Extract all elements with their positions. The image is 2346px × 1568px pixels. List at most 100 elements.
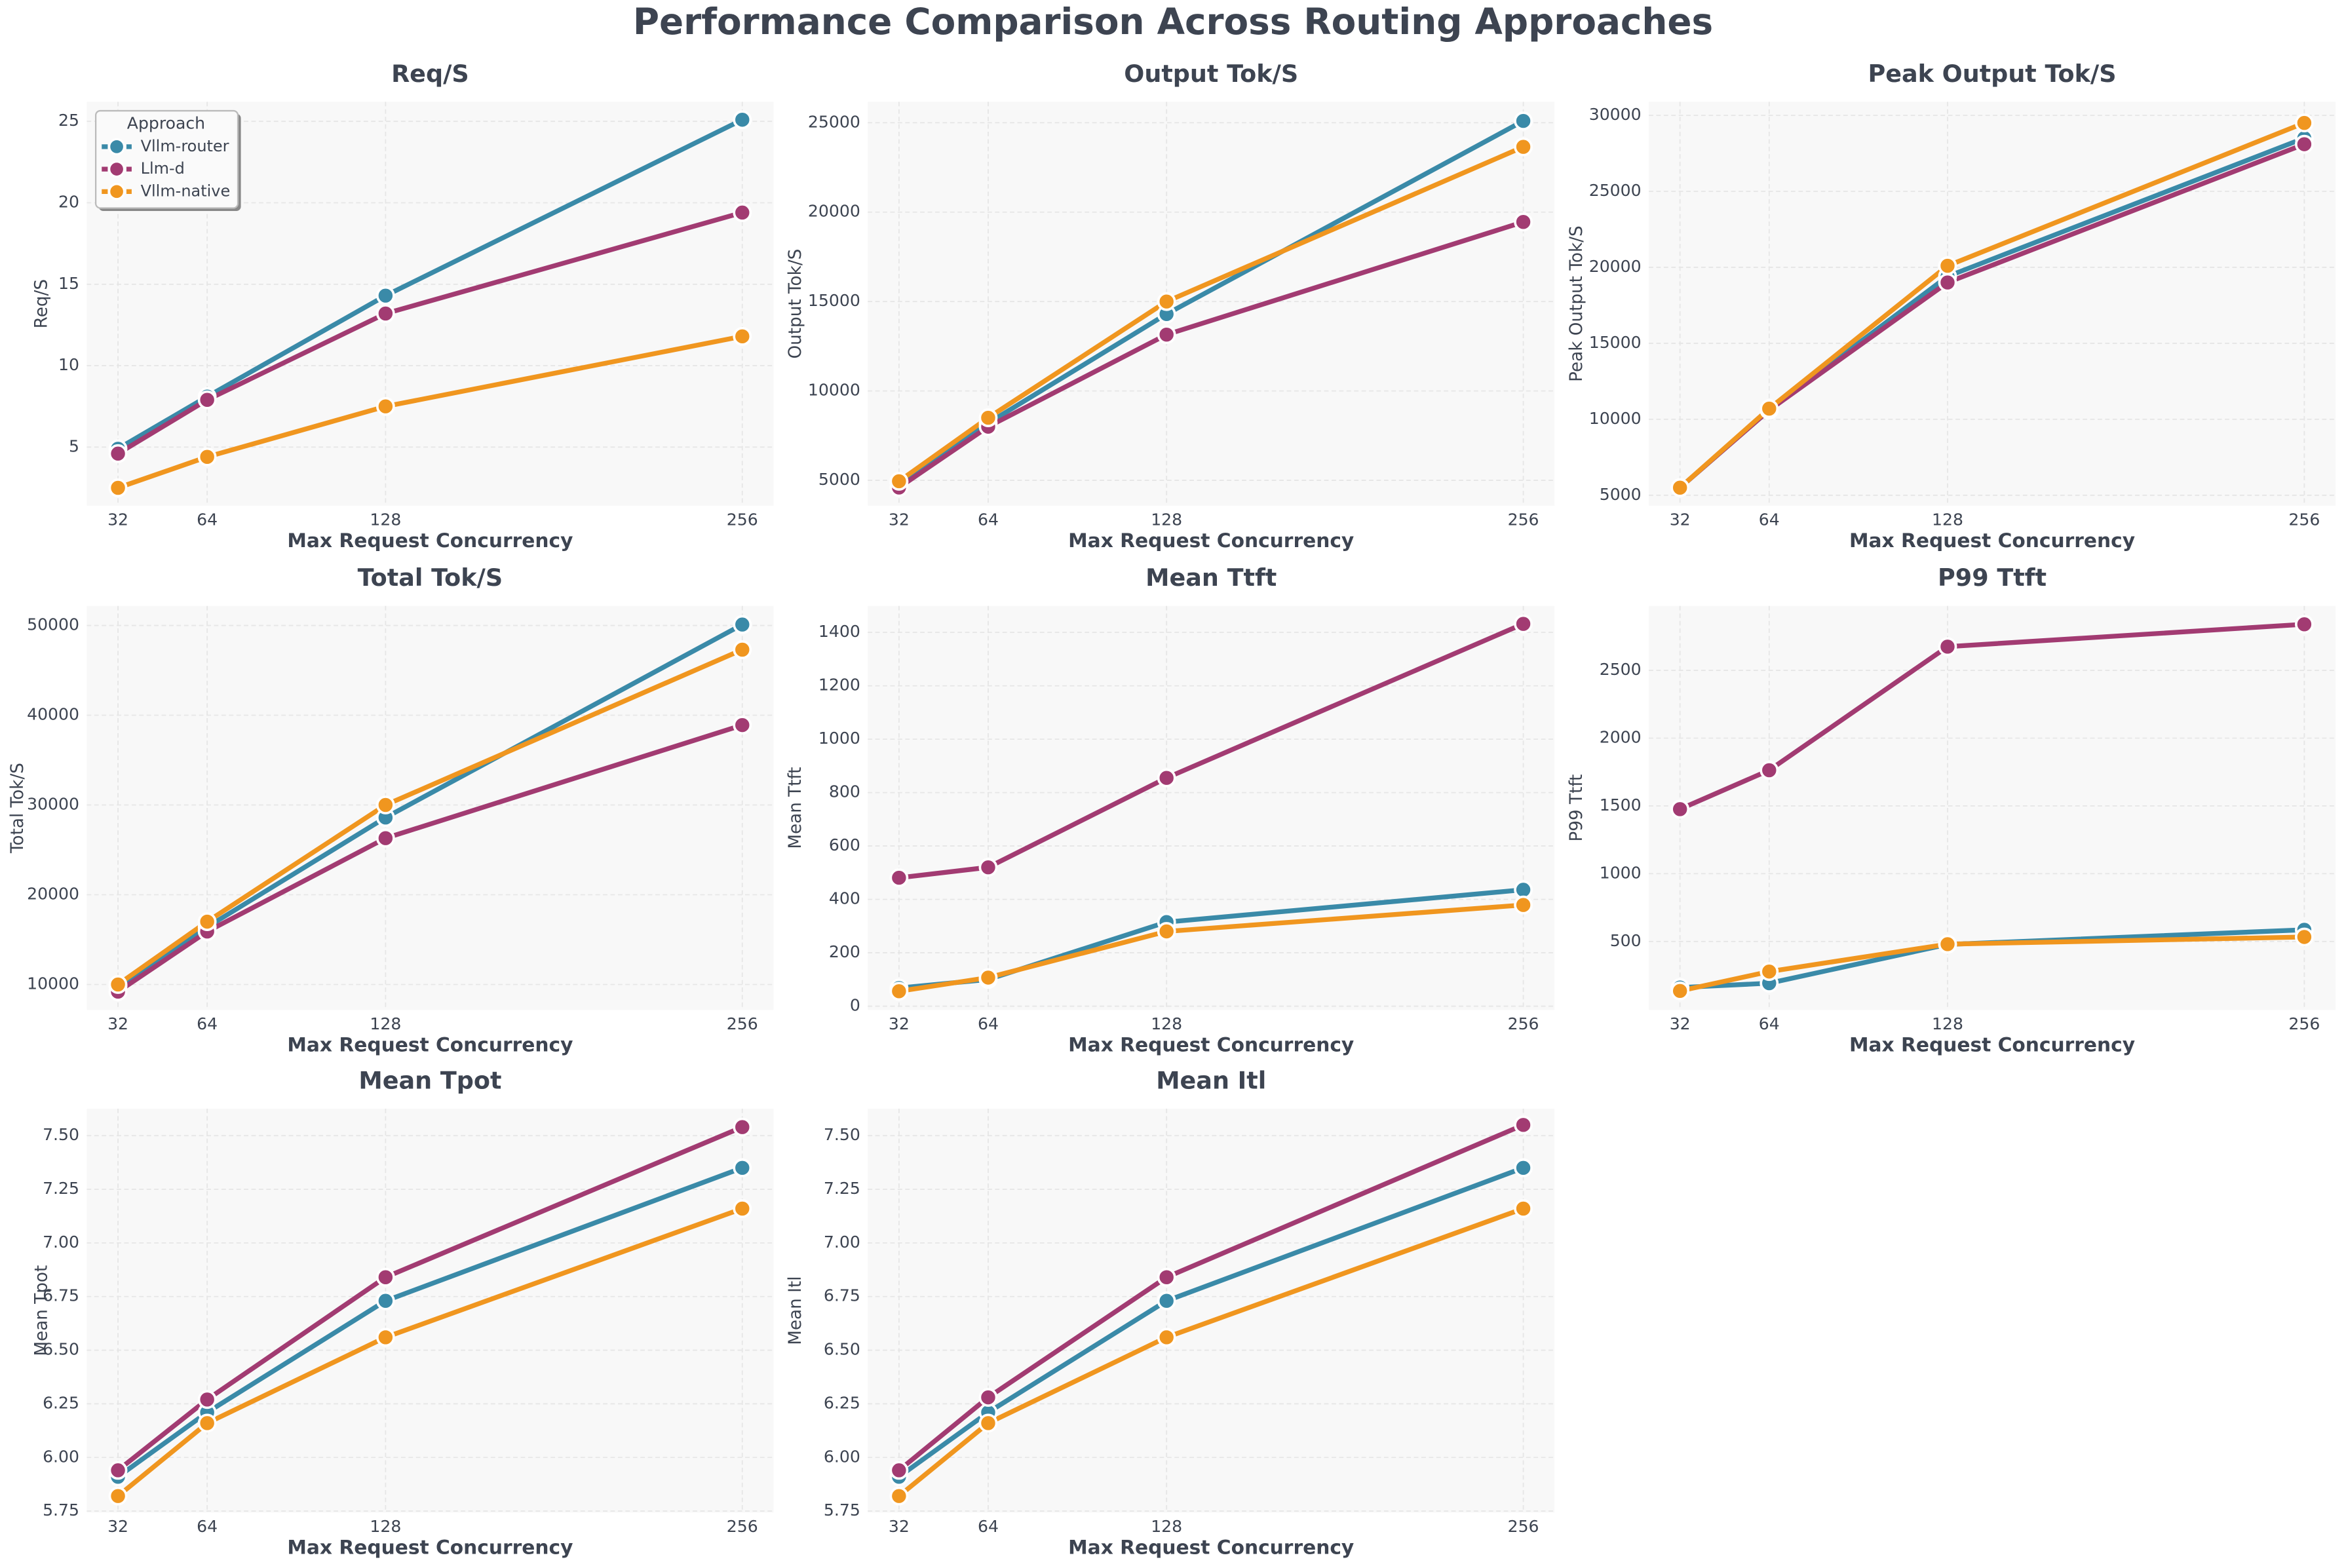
plot-area [87, 1108, 774, 1513]
data-point [733, 326, 752, 346]
x-axis-label: Max Request Concurrency [1849, 1033, 2135, 1056]
legend-marker [108, 183, 126, 201]
subplot-title: P99 Ttft [1938, 564, 2047, 592]
y-tick-label: 15000 [1589, 333, 1642, 352]
data-point [108, 975, 128, 994]
data-point [733, 1199, 752, 1218]
data-point [1760, 761, 1779, 780]
subplot-title: Mean Tpot [358, 1066, 501, 1094]
y-tick-label: 6.75 [43, 1286, 79, 1305]
legend-marker [108, 161, 126, 178]
y-axis-label: Mean Ttft [786, 767, 805, 849]
x-tick-label: 32 [107, 1014, 128, 1033]
data-point [375, 1291, 395, 1310]
y-tick-label: 1000 [818, 729, 860, 748]
subplot: 32 64 128 256 5 10 15 20 25 Req/S Max Request Conc… [31, 60, 774, 552]
data-point [1514, 1115, 1533, 1135]
data-point [197, 390, 217, 410]
subplot-title: Req/S [391, 60, 469, 88]
x-tick-label: 32 [889, 1517, 910, 1536]
y-tick-label: 0 [850, 996, 860, 1015]
data-point [1157, 768, 1176, 788]
y-tick-label: 6.75 [824, 1286, 860, 1305]
subplot: 32 64 128 256 5000 10000 15000 20000 25000 30000 P… [1567, 60, 2336, 552]
x-tick-label: 128 [1932, 510, 1963, 529]
data-point [108, 1461, 128, 1480]
y-tick-label: 800 [829, 782, 860, 801]
y-tick-label: 25000 [1589, 181, 1642, 200]
plot-area [868, 605, 1555, 1010]
y-tick-label: 25000 [808, 112, 860, 131]
data-point [1157, 1328, 1176, 1347]
data-point [889, 1461, 909, 1480]
subplot: 32 64 128 256 5.75 6.00 6.25 6.50 6.75 7.00 7.25 7.… [31, 1066, 774, 1559]
y-tick-label: 30000 [27, 795, 79, 814]
y-tick-label: 15000 [808, 291, 860, 310]
data-point [1760, 962, 1779, 982]
data-point [2294, 927, 2314, 947]
y-axis-label: Mean Tpot [31, 1265, 51, 1356]
series-line [1678, 121, 2305, 489]
series-line [897, 1206, 1524, 1499]
x-axis-label: Max Request Concurrency [287, 1033, 573, 1056]
y-tick-label: 20 [58, 192, 79, 211]
data-point [1760, 399, 1779, 419]
series-line [116, 1124, 744, 1472]
y-axis-label: Req/S [31, 279, 51, 328]
y-tick-label: 1400 [818, 622, 860, 641]
data-point [108, 1486, 128, 1506]
subplot: 32 64 128 256 5.75 6.00 6.25 6.50 6.75 7.00 7.25 7.… [786, 1066, 1555, 1559]
data-point [375, 1328, 395, 1347]
x-tick-label: 32 [1670, 1014, 1691, 1033]
y-tick-label: 15 [58, 274, 79, 293]
series-line [897, 220, 1524, 490]
data-point [197, 912, 217, 931]
series-line [116, 1165, 744, 1479]
y-axis-label: Total Tok/S [8, 763, 28, 854]
y-tick-label: 10 [58, 355, 79, 374]
legend: Approach Vllm-router Llm-d Vllm-native [94, 109, 241, 212]
y-tick-label: 7.50 [824, 1125, 860, 1144]
data-point [108, 478, 128, 497]
y-tick-label: 400 [829, 889, 860, 908]
x-tick-label: 128 [370, 1517, 401, 1536]
y-tick-label: 25 [58, 111, 79, 130]
y-axis-label: Mean Itl [786, 1276, 805, 1345]
data-point [733, 716, 752, 735]
y-tick-label: 1200 [818, 676, 860, 695]
data-point [1157, 325, 1176, 345]
subplot-title: Total Tok/S [358, 564, 503, 592]
y-tick-label: 5000 [1600, 485, 1642, 504]
series-line [898, 621, 1525, 881]
x-tick-label: 256 [1508, 510, 1539, 529]
y-tick-label: 5.75 [824, 1501, 860, 1520]
data-point [1157, 922, 1176, 941]
y-tick-label: 6.50 [824, 1340, 860, 1359]
subplot: 32 64 128 256 5000 10000 15000 20000 25000 Output… [786, 60, 1555, 552]
data-point [197, 1413, 217, 1433]
series-line [897, 1122, 1525, 1472]
y-axis-label: Peak Output Tok/S [1567, 225, 1586, 382]
plot-area [868, 102, 1555, 506]
data-point [2294, 134, 2314, 154]
data-point [1670, 799, 1690, 819]
data-point [375, 795, 395, 814]
x-axis-label: Max Request Concurrency [287, 529, 573, 552]
data-point [1670, 478, 1690, 497]
data-point [1938, 637, 1957, 657]
data-point [1514, 1199, 1533, 1218]
y-tick-label: 200 [829, 942, 860, 961]
x-tick-label: 32 [889, 1014, 910, 1033]
figure-title: Performance Comparison Across Routing Ap… [633, 1, 1713, 43]
subplot: 32 64 128 256 0 200 400 600 800 1000 1200 1400 Mean … [786, 564, 1555, 1056]
y-tick-label: 7.00 [824, 1233, 860, 1252]
data-point [733, 110, 752, 130]
series-line [117, 622, 744, 989]
data-point [1514, 212, 1533, 232]
series-line [116, 1206, 743, 1499]
x-tick-label: 128 [1151, 510, 1182, 529]
series-line [117, 117, 744, 451]
x-tick-label: 32 [1670, 510, 1691, 529]
x-tick-label: 128 [1932, 1014, 1963, 1033]
